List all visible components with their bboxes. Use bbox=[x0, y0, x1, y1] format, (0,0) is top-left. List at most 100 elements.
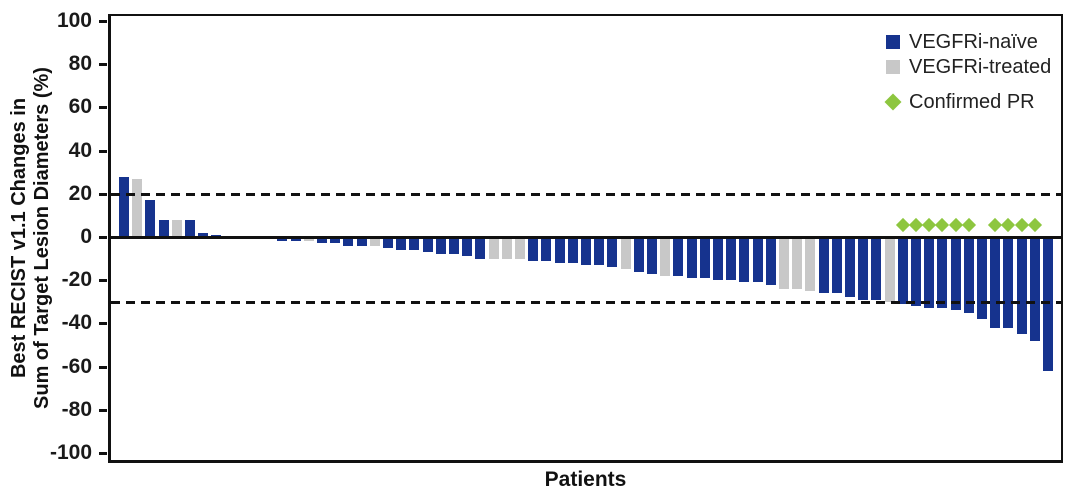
confirmed-pr-marker-63 bbox=[935, 217, 950, 233]
confirmed-pr-marker-70 bbox=[1027, 217, 1042, 233]
patient-bar-62 bbox=[924, 237, 935, 309]
patient-bar-63 bbox=[937, 237, 948, 309]
patient-bar-1 bbox=[119, 176, 129, 237]
y-tick-mark bbox=[99, 279, 107, 283]
y-tick-label: 0 bbox=[80, 225, 92, 248]
patient-bar-48 bbox=[739, 237, 750, 283]
patient-bar-40 bbox=[633, 237, 644, 272]
patient-bar-24 bbox=[422, 237, 433, 253]
patient-bar-70 bbox=[1029, 237, 1040, 341]
patient-bar-47 bbox=[726, 237, 737, 281]
patient-bar-39 bbox=[620, 237, 631, 270]
y-tick-mark bbox=[99, 452, 107, 455]
patient-bar-4 bbox=[158, 219, 169, 237]
y-tick-label: 80 bbox=[68, 52, 92, 76]
plot-canvas bbox=[111, 16, 1061, 460]
y-tick-label: -80 bbox=[61, 397, 92, 421]
patient-bar-36 bbox=[581, 237, 591, 266]
y-tick-mark bbox=[99, 322, 107, 326]
patient-bar-42 bbox=[660, 237, 671, 276]
legend-item-vegfri-naive: VEGFRi-naïve bbox=[886, 30, 1038, 54]
patient-bar-13 bbox=[277, 237, 288, 242]
patient-bar-54 bbox=[818, 237, 829, 294]
patient-bar-18 bbox=[343, 237, 354, 246]
y-tick-mark bbox=[99, 20, 107, 23]
patient-bar-34 bbox=[554, 237, 565, 263]
y-tick-label: 100 bbox=[56, 9, 92, 32]
patient-bar-20 bbox=[369, 237, 380, 246]
y-tick-label: 20 bbox=[68, 181, 92, 205]
patient-bar-6 bbox=[185, 219, 195, 237]
patient-bar-49 bbox=[752, 237, 763, 283]
y-tick-label: -60 bbox=[61, 354, 92, 378]
patient-bar-35 bbox=[567, 237, 578, 263]
patient-bar-29 bbox=[488, 237, 499, 259]
y-tick-mark bbox=[99, 106, 107, 110]
confirmed-pr-marker-65 bbox=[961, 217, 976, 233]
patient-bar-55 bbox=[831, 237, 842, 294]
legend-label-confirmed-pr: Confirmed PR bbox=[909, 90, 1035, 113]
patient-bar-59 bbox=[884, 237, 895, 302]
patient-bar-46 bbox=[713, 237, 723, 281]
patient-bar-33 bbox=[541, 237, 552, 261]
patient-bar-50 bbox=[765, 237, 776, 285]
reference-line--30 bbox=[111, 300, 1061, 304]
reference-line-20 bbox=[111, 192, 1061, 196]
patient-bar-66 bbox=[977, 237, 987, 320]
y-tick-label: -100 bbox=[49, 441, 92, 464]
patient-bar-25 bbox=[435, 237, 446, 255]
patient-bar-68 bbox=[1003, 237, 1014, 328]
y-tick-label: -40 bbox=[61, 311, 92, 335]
y-tick-label: -20 bbox=[61, 268, 92, 292]
y-tick-mark bbox=[99, 149, 107, 153]
patient-bar-43 bbox=[673, 237, 684, 276]
patient-bar-28 bbox=[475, 237, 486, 259]
patient-bar-71 bbox=[1043, 237, 1053, 371]
plot-area bbox=[108, 14, 1063, 463]
patient-bar-58 bbox=[871, 237, 882, 300]
y-tick-mark bbox=[99, 192, 107, 196]
patient-bar-69 bbox=[1016, 237, 1027, 335]
patient-bar-60 bbox=[897, 237, 908, 304]
patient-bar-7 bbox=[198, 232, 209, 237]
zero-baseline bbox=[111, 235, 1061, 239]
patient-bar-30 bbox=[501, 237, 512, 259]
patient-bar-27 bbox=[462, 237, 473, 257]
y-tick-mark bbox=[99, 365, 107, 369]
patient-bar-22 bbox=[396, 237, 407, 250]
treated-swatch-icon bbox=[886, 60, 900, 74]
patient-bar-44 bbox=[686, 237, 697, 279]
y-tick-mark bbox=[99, 236, 107, 239]
patient-bar-38 bbox=[607, 237, 618, 268]
x-axis-title: Patients bbox=[544, 468, 627, 491]
patient-bar-16 bbox=[317, 237, 327, 244]
naive-swatch-icon bbox=[886, 35, 900, 49]
patient-bar-51 bbox=[779, 237, 789, 289]
patient-bar-17 bbox=[330, 237, 341, 244]
patient-bar-52 bbox=[792, 237, 803, 289]
patient-bar-23 bbox=[409, 237, 420, 250]
patient-bar-53 bbox=[805, 237, 816, 291]
confirmed-pr-diamond-icon bbox=[884, 93, 902, 111]
patient-bar-45 bbox=[699, 237, 710, 279]
y-tick-mark bbox=[99, 408, 107, 412]
patient-bar-3 bbox=[145, 200, 156, 237]
patient-bar-32 bbox=[528, 237, 539, 261]
confirmed-pr-marker-64 bbox=[948, 217, 963, 233]
patient-bar-21 bbox=[383, 237, 393, 248]
legend-label-treated: VEGFRi-treated bbox=[909, 55, 1052, 78]
legend-item-vegfri-treated: VEGFRi-treated bbox=[886, 55, 1051, 79]
confirmed-pr-marker-68 bbox=[1001, 217, 1016, 233]
patient-bar-56 bbox=[845, 237, 855, 298]
legend-item-confirmed-pr: Confirmed PR bbox=[884, 90, 1035, 114]
y-tick-label: 60 bbox=[68, 95, 92, 119]
patient-bar-5 bbox=[171, 219, 182, 237]
patient-bar-65 bbox=[963, 237, 974, 313]
patient-bar-15 bbox=[303, 237, 314, 242]
patient-bar-26 bbox=[449, 237, 459, 255]
patient-bar-57 bbox=[858, 237, 869, 300]
confirmed-pr-marker-69 bbox=[1014, 217, 1029, 233]
patient-bar-2 bbox=[132, 178, 143, 237]
patient-bar-14 bbox=[290, 237, 301, 242]
